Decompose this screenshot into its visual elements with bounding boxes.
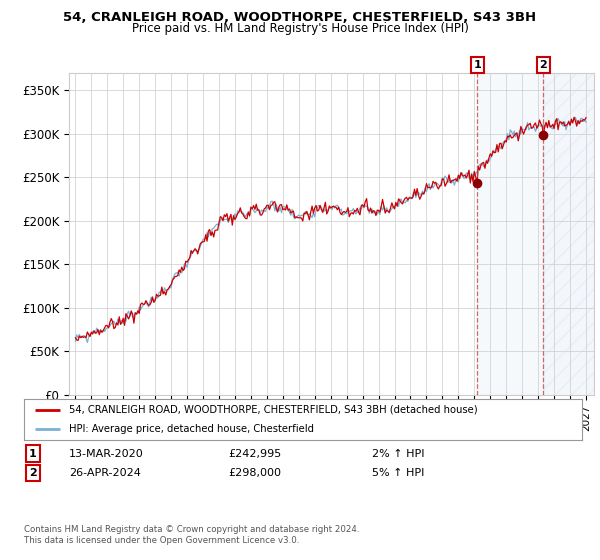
Text: 13-MAR-2020: 13-MAR-2020 xyxy=(69,449,144,459)
Text: 2: 2 xyxy=(29,468,37,478)
Text: Contains HM Land Registry data © Crown copyright and database right 2024.
This d: Contains HM Land Registry data © Crown c… xyxy=(24,525,359,545)
Text: 1: 1 xyxy=(29,449,37,459)
Text: 26-APR-2024: 26-APR-2024 xyxy=(69,468,141,478)
Text: £242,995: £242,995 xyxy=(228,449,281,459)
Bar xyxy=(543,73,594,395)
Text: £298,000: £298,000 xyxy=(228,468,281,478)
Text: 54, CRANLEIGH ROAD, WOODTHORPE, CHESTERFIELD, S43 3BH (detached house): 54, CRANLEIGH ROAD, WOODTHORPE, CHESTERF… xyxy=(68,405,477,415)
Text: 54, CRANLEIGH ROAD, WOODTHORPE, CHESTERFIELD, S43 3BH: 54, CRANLEIGH ROAD, WOODTHORPE, CHESTERF… xyxy=(64,11,536,24)
Text: 2: 2 xyxy=(539,60,547,70)
Bar xyxy=(478,73,543,395)
Text: Price paid vs. HM Land Registry's House Price Index (HPI): Price paid vs. HM Land Registry's House … xyxy=(131,22,469,35)
Text: 5% ↑ HPI: 5% ↑ HPI xyxy=(372,468,424,478)
Text: HPI: Average price, detached house, Chesterfield: HPI: Average price, detached house, Ches… xyxy=(68,424,314,434)
Text: 2% ↑ HPI: 2% ↑ HPI xyxy=(372,449,425,459)
Text: 1: 1 xyxy=(473,60,481,70)
